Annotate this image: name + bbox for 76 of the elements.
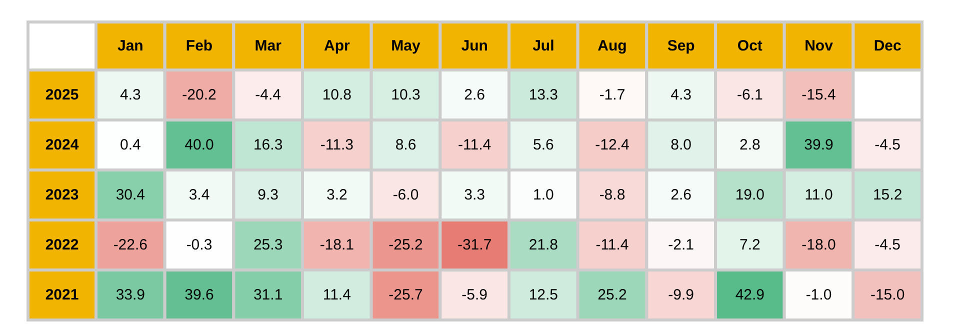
data-label: -22.6: [113, 236, 148, 254]
data-label: 21.8: [528, 236, 558, 254]
data-label: -1.0: [806, 286, 832, 304]
x-tick-label: Apr: [324, 38, 350, 54]
x-tick-label: Jul: [532, 38, 554, 54]
data-label: -5.9: [462, 286, 488, 304]
data-label: -20.2: [182, 86, 216, 104]
data-label: -31.7: [457, 236, 492, 254]
data-label: 5.6: [532, 136, 554, 154]
data-label: 3.3: [464, 186, 486, 204]
data-label: -18.0: [802, 236, 836, 254]
y-tick-label: 2022: [45, 236, 79, 254]
data-label: 1.0: [532, 186, 554, 204]
data-label: 30.4: [116, 186, 146, 204]
data-label: 40.0: [184, 136, 214, 154]
data-label: 3.4: [188, 186, 210, 204]
data-label: 3.2: [326, 186, 348, 204]
data-label: -15.0: [870, 286, 905, 304]
x-tick-label: Mar: [254, 38, 282, 54]
x-tick-label: Aug: [598, 38, 627, 54]
data-label: 25.3: [253, 236, 283, 254]
x-tick-label: Sep: [667, 38, 695, 54]
data-label: 2.6: [670, 186, 692, 204]
data-label: -11.4: [596, 236, 629, 254]
data-label: -2.1: [668, 236, 694, 254]
data-label: 11.4: [322, 286, 351, 304]
x-tick-label: May: [391, 38, 421, 54]
data-label: 15.2: [872, 186, 902, 204]
data-label: -4.5: [874, 236, 901, 254]
data-label: -4.4: [255, 86, 282, 104]
data-label: 16.3: [253, 136, 283, 154]
data-label: 10.3: [391, 86, 420, 104]
data-label: 39.6: [184, 286, 214, 304]
x-tick-label: Feb: [186, 38, 213, 54]
x-tick-label: Nov: [804, 38, 834, 54]
data-label: -25.7: [388, 286, 423, 304]
data-label: -25.2: [388, 236, 423, 254]
data-label: 8.6: [395, 136, 416, 154]
data-label: 11.0: [804, 186, 833, 204]
data-label: 13.3: [528, 86, 558, 104]
data-label: -11.4: [458, 136, 492, 154]
y-tick-label: 2025: [45, 86, 79, 104]
data-label: 33.9: [116, 286, 146, 304]
data-label: -6.1: [736, 86, 763, 104]
data-label: 4.3: [120, 86, 141, 104]
data-label: 25.2: [598, 286, 627, 304]
data-label: -4.5: [874, 136, 901, 154]
data-label: 2.6: [464, 86, 486, 104]
data-label: -15.4: [802, 86, 836, 104]
data-label: -8.8: [599, 186, 626, 204]
data-label: 12.5: [528, 286, 558, 304]
x-tick-label: Jun: [461, 38, 488, 54]
x-tick-label: Dec: [874, 38, 902, 54]
data-label: 42.9: [735, 286, 765, 304]
y-tick-label: 2021: [45, 286, 79, 304]
data-label: 7.2: [739, 236, 760, 254]
data-label: -11.3: [320, 136, 354, 154]
data-label: 31.1: [253, 286, 283, 304]
data-label: 9.3: [258, 186, 279, 204]
data-label: 2.8: [739, 136, 760, 154]
data-label: 39.9: [804, 136, 834, 154]
data-label: 10.8: [322, 86, 352, 104]
data-label: -6.0: [392, 186, 419, 204]
data-label: 4.3: [670, 86, 692, 104]
x-tick-label: Jan: [117, 38, 144, 54]
data-label: -0.3: [186, 236, 212, 254]
data-label: -18.1: [320, 236, 354, 254]
y-tick-label: 2024: [45, 136, 80, 154]
y-tick-label: 2023: [45, 186, 79, 204]
data-label: -9.9: [668, 286, 694, 304]
x-tick-label: Oct: [737, 38, 762, 54]
data-label: 8.0: [670, 136, 692, 154]
data-label: 19.0: [735, 186, 765, 204]
data-label: -1.7: [599, 86, 626, 104]
data-label: 0.4: [120, 136, 141, 154]
data-label: -12.4: [595, 136, 630, 154]
